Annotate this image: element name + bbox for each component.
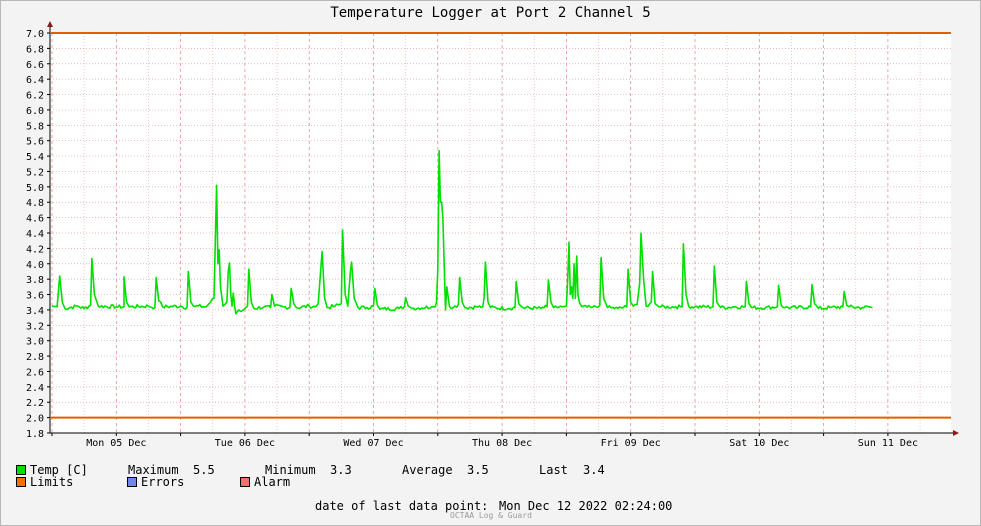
y-tick-label: 5.8	[26, 121, 44, 132]
legend-label-limits: Limits	[30, 475, 74, 489]
y-tick-label: 5.6	[26, 137, 44, 148]
legend-label-temp: Temp [C]	[30, 463, 88, 477]
y-tick-label: 5.2	[26, 167, 44, 178]
y-tick-label: 7.0	[26, 29, 44, 40]
y-tick-label: 2.0	[26, 414, 44, 425]
y-tick-label: 3.6	[26, 291, 44, 302]
y-tick-label: 6.2	[26, 91, 44, 102]
x-tick-label: Fri 09 Dec	[601, 438, 661, 449]
y-tick-label: 2.6	[26, 367, 44, 378]
y-tick-label: 3.4	[26, 306, 44, 317]
y-tick-label: 6.8	[26, 44, 44, 55]
x-tick-label: Sat 10 Dec	[729, 438, 789, 449]
x-tick-label: Thu 08 Dec	[472, 438, 532, 449]
y-tick-label: 6.0	[26, 106, 44, 117]
minimum-label: Minimum	[265, 463, 316, 477]
y-axis-arrow	[47, 21, 53, 27]
y-tick-label: 2.2	[26, 398, 44, 409]
last-value: 3.4	[583, 463, 605, 477]
legend-label-errors: Errors	[141, 475, 185, 489]
minimum-value: 3.3	[330, 463, 352, 477]
y-tick-label: 4.2	[26, 244, 44, 255]
maximum-label: Maximum	[128, 463, 179, 477]
legend-swatch-alarm	[240, 477, 250, 487]
x-tick-label: Tue 06 Dec	[215, 438, 275, 449]
y-tick-label: 6.6	[26, 60, 44, 71]
y-tick-label: 3.8	[26, 275, 44, 286]
legend-swatch-errors	[127, 477, 137, 487]
last-data-point-value: Mon Dec 12 2022 02:24:00	[499, 499, 673, 513]
y-tick-label: 4.4	[26, 229, 44, 240]
average-label: Average	[402, 463, 453, 477]
x-tick-label: Mon 05 Dec	[86, 438, 146, 449]
credit-text: OCTAA Log & Guard	[450, 511, 532, 520]
last-data-point-label: date of last data point:	[315, 499, 489, 513]
y-tick-label: 5.0	[26, 183, 44, 194]
chart-title: Temperature Logger at Port 2 Channel 5	[330, 5, 651, 21]
x-tick-label: Wed 07 Dec	[343, 438, 403, 449]
y-tick-label: 6.4	[26, 75, 44, 86]
temperature-series-line	[51, 149, 873, 315]
y-tick-label: 2.8	[26, 352, 44, 363]
y-tick-label: 2.4	[26, 383, 44, 394]
y-tick-label: 1.8	[26, 429, 44, 440]
y-tick-label: 5.4	[26, 152, 44, 163]
legend-swatch-temp	[16, 465, 26, 475]
last-label: Last	[539, 463, 568, 477]
maximum-value: 5.5	[193, 463, 215, 477]
y-tick-label: 4.0	[26, 260, 44, 271]
y-tick-label: 4.6	[26, 214, 44, 225]
x-axis-arrow	[953, 430, 959, 436]
legend-label-alarm: Alarm	[254, 475, 291, 489]
y-tick-label: 3.2	[26, 321, 44, 332]
x-tick-label: Sun 11 Dec	[858, 438, 918, 449]
y-tick-label: 4.8	[26, 198, 44, 209]
average-value: 3.5	[467, 463, 489, 477]
legend-swatch-limits	[16, 477, 26, 487]
y-tick-label: 3.0	[26, 337, 44, 348]
